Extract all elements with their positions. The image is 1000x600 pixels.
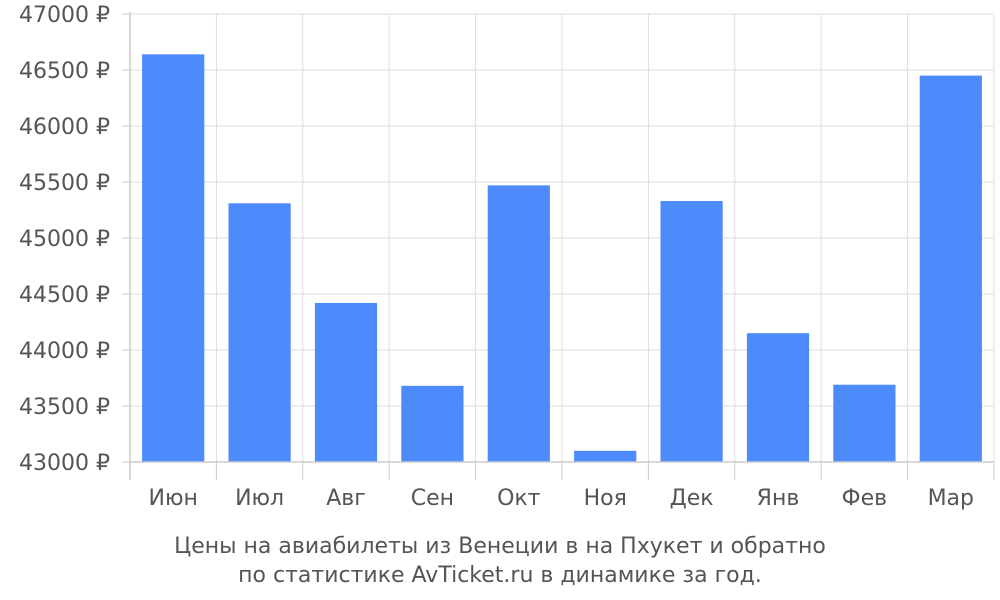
bar-6	[574, 450, 637, 462]
y-tick-label: 44000 ₽	[19, 339, 110, 364]
x-tick-label: Ноя	[584, 486, 627, 511]
y-tick-label: 46500 ₽	[19, 59, 110, 84]
caption-line-1: Цены на авиабилеты из Венеции в на Пхуке…	[174, 534, 826, 559]
axes	[122, 12, 995, 480]
bars	[142, 54, 982, 463]
y-tick-label: 43000 ₽	[19, 451, 110, 476]
x-tick-label: Июн	[149, 486, 198, 511]
x-tick-label: Фев	[842, 486, 887, 511]
x-tick-label: Янв	[757, 486, 800, 511]
y-tick-label: 44500 ₽	[19, 283, 110, 308]
caption-line-2: по статистике AvTicket.ru в динамике за …	[238, 563, 762, 588]
y-tick-label: 47000 ₽	[19, 3, 110, 28]
x-tick-label: Авг	[326, 486, 366, 511]
bar-chart: 43000 ₽ 43500 ₽ 44000 ₽ 44500 ₽ 45000 ₽ 45500…	[19, 3, 995, 511]
grid-lines	[129, 13, 995, 463]
chart-caption: Цены на авиабилеты из Венеции в на Пхуке…	[0, 532, 1000, 590]
y-tick-label: 46000 ₽	[19, 115, 110, 140]
bar-7	[660, 201, 723, 463]
bar-2	[228, 203, 291, 462]
y-tick-label: 43500 ₽	[19, 395, 110, 420]
bar-8	[746, 333, 810, 462]
y-tick-label: 45000 ₽	[19, 227, 110, 252]
x-axis-ticks: Июн Июл Авг Сен Окт Ноя Дек Янв Фев Мар	[149, 486, 975, 511]
bar-1	[142, 54, 205, 462]
x-tick-label: Дек	[670, 486, 714, 511]
bar-3	[314, 302, 378, 462]
bar-4	[401, 385, 464, 462]
x-tick-label: Мар	[928, 486, 974, 511]
bar-5	[487, 185, 550, 463]
y-tick-label: 45500 ₽	[19, 171, 110, 196]
x-tick-label: Июл	[235, 486, 284, 511]
bar-9	[833, 384, 896, 462]
x-tick-label: Окт	[497, 486, 541, 511]
bar-10	[919, 75, 982, 462]
y-axis-ticks: 43000 ₽ 43500 ₽ 44000 ₽ 44500 ₽ 45000 ₽ 45500…	[19, 3, 110, 476]
x-tick-label: Сен	[411, 486, 454, 511]
